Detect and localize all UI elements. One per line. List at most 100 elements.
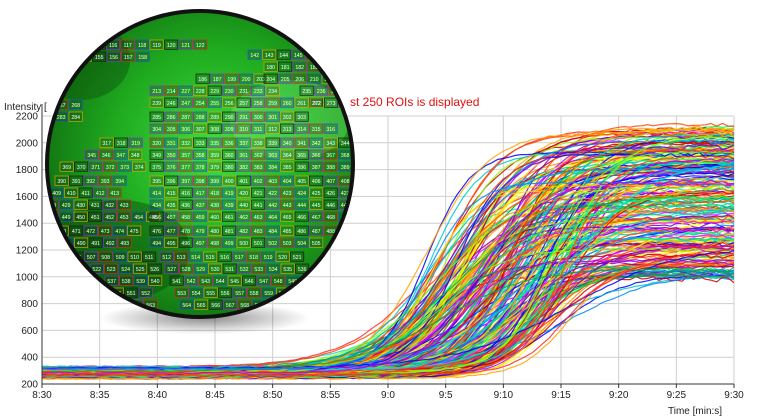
- roi-box: 301: [265, 111, 280, 122]
- roi-box: 567: [223, 299, 238, 310]
- roi-label: 484: [268, 229, 277, 235]
- roi-box: 508: [98, 251, 113, 262]
- x-axis-label: Time [min:s]: [668, 406, 722, 417]
- roi-label: 285: [152, 115, 161, 121]
- roi-label: 231: [239, 89, 248, 95]
- roi-label: 419: [225, 191, 234, 197]
- roi-box: 540: [148, 275, 163, 286]
- roi-label: 545: [230, 279, 239, 285]
- roi-label: 394: [115, 179, 124, 185]
- roi-box: 501: [251, 237, 266, 248]
- roi-label: 233: [254, 89, 263, 95]
- roi-box: 307: [193, 123, 208, 134]
- roi-label: 410: [67, 191, 76, 197]
- roi-box: 517: [232, 251, 247, 262]
- roi-box: 235: [299, 85, 314, 96]
- roi-box: 378: [193, 161, 208, 172]
- roi-box: 552: [138, 287, 153, 298]
- roi-box: 412: [93, 187, 108, 198]
- roi-label: 411: [82, 191, 90, 197]
- roi-label: 438: [210, 203, 219, 209]
- roi-box: 565: [194, 299, 209, 310]
- series-lines: [42, 122, 734, 380]
- roi-label: 442: [268, 203, 277, 209]
- roi-label: 517: [235, 255, 244, 261]
- roi-label: 426: [326, 191, 335, 197]
- roi-label: 402: [254, 179, 263, 185]
- roi-label: 453: [120, 215, 129, 221]
- roi-box: 438: [207, 199, 222, 210]
- roi-box: 440: [236, 199, 251, 210]
- roi-box: 463: [251, 211, 266, 222]
- roi-box: 554: [189, 287, 204, 298]
- roi-box: 520: [275, 251, 290, 262]
- roi-label: 417: [196, 191, 205, 197]
- roi-label: 513: [177, 255, 186, 261]
- roi-label: 558: [250, 291, 259, 297]
- roi-label: 565: [197, 303, 206, 309]
- roi-box: 377: [178, 161, 193, 172]
- roi-box: 535: [280, 263, 295, 274]
- roi-label: 186: [198, 77, 207, 83]
- roi-box: 503: [280, 237, 295, 248]
- roi-label: 520: [278, 255, 287, 261]
- x-tick-label: 9:20: [609, 390, 629, 401]
- roi-label: 228: [196, 89, 205, 95]
- roi-box: 361: [236, 149, 251, 160]
- roi-label: 568: [240, 303, 249, 309]
- roi-label: 398: [196, 179, 205, 185]
- roi-box: 533: [251, 263, 266, 274]
- roi-label: 359: [210, 153, 219, 159]
- roi-box: 255: [207, 97, 222, 108]
- roi-box: 364: [280, 149, 295, 160]
- roi-box: 358: [193, 149, 208, 160]
- roi-label: 380: [225, 165, 234, 171]
- roi-label: 397: [181, 179, 190, 185]
- roi-label: 515: [206, 255, 215, 261]
- roi-label: 493: [120, 241, 129, 247]
- roi-box: 559: [261, 287, 276, 298]
- roi-label: 456: [152, 215, 161, 221]
- roi-label: 261: [297, 101, 306, 107]
- roi-box: 375: [149, 161, 164, 172]
- roi-box: 227: [178, 85, 193, 96]
- roi-box: 439: [222, 199, 237, 210]
- roi-box: 156: [106, 51, 121, 62]
- roi-label: 502: [268, 241, 277, 247]
- roi-label: 423: [283, 191, 292, 197]
- roi-box: 564: [179, 299, 194, 310]
- roi-label: 365: [297, 153, 306, 159]
- x-tick-label: 9:25: [667, 390, 687, 401]
- roi-label: 377: [181, 165, 190, 171]
- roi-label: 479: [196, 229, 205, 235]
- roi-box: 444: [294, 199, 309, 210]
- roi-label: 286: [167, 115, 176, 121]
- roi-trace: [42, 179, 734, 375]
- roi-label: 416: [181, 191, 190, 197]
- roi-box: 441: [251, 199, 266, 210]
- roi-label: 508: [101, 255, 110, 261]
- roi-box: 435: [164, 199, 179, 210]
- roi-label: 422: [268, 191, 277, 197]
- roi-trace: [42, 258, 734, 380]
- roi-label: 388: [326, 165, 335, 171]
- roi-label: 143: [265, 53, 274, 59]
- roi-label: 528: [182, 267, 191, 273]
- roi-box: 333: [193, 137, 208, 148]
- roi-box: 337: [236, 137, 251, 148]
- roi-box: 419: [222, 187, 237, 198]
- roi-box: 500: [236, 237, 251, 248]
- roi-box: 406: [309, 175, 324, 186]
- roi-label: 239: [152, 101, 161, 107]
- roi-box: 304: [149, 123, 164, 134]
- roi-label: 229: [210, 89, 219, 95]
- roi-label: 153: [323, 53, 332, 59]
- roi-box: 476: [149, 225, 164, 236]
- roi-box: 411: [78, 187, 93, 198]
- roi-box: 313: [280, 123, 295, 134]
- roi-label: 485: [283, 229, 292, 235]
- roi-box: 497: [193, 237, 208, 248]
- roi-label: 497: [196, 241, 205, 247]
- roi-label: 305: [167, 127, 176, 133]
- roi-label: 542: [187, 279, 196, 285]
